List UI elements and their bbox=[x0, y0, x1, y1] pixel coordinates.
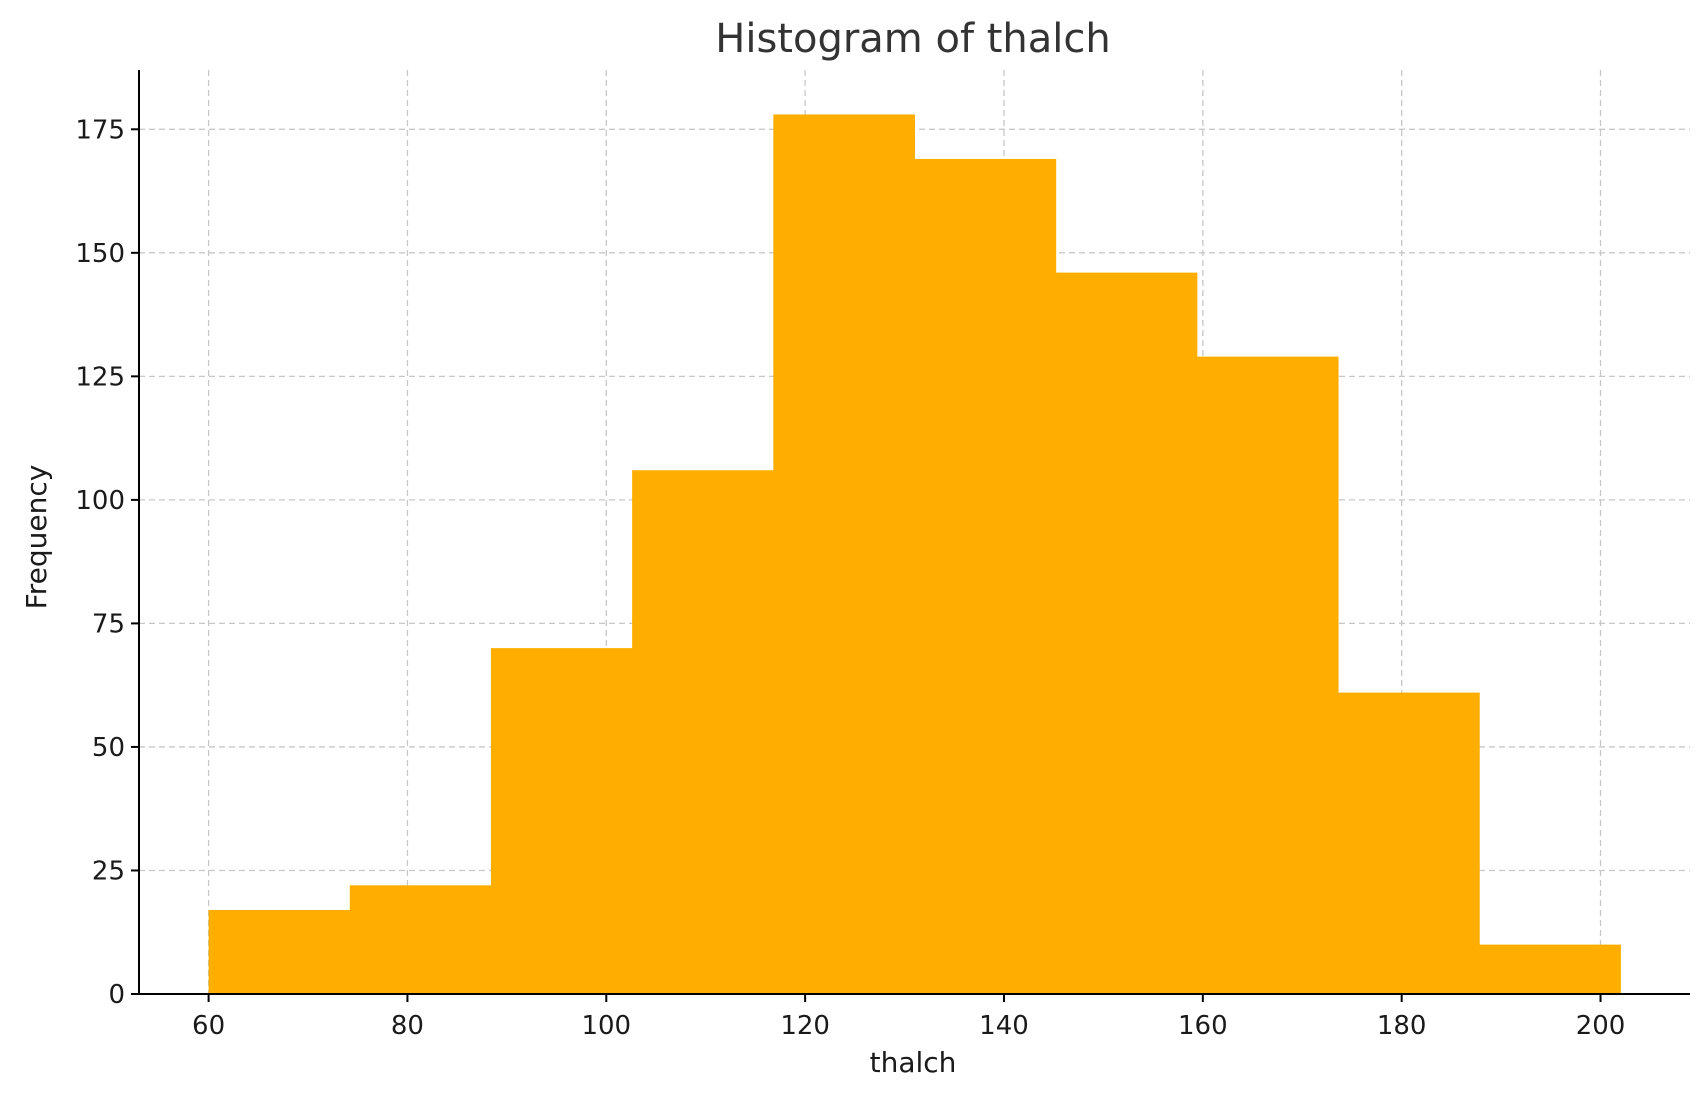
histogram-bar bbox=[1055, 272, 1198, 994]
y-tick-label: 100 bbox=[75, 486, 125, 516]
x-tick-label: 80 bbox=[391, 1011, 424, 1041]
x-tick-label: 60 bbox=[192, 1011, 225, 1041]
y-tick-label: 175 bbox=[75, 115, 125, 145]
x-axis-label: thalch bbox=[870, 1046, 957, 1079]
axes bbox=[138, 70, 1690, 995]
histogram-bar bbox=[208, 910, 351, 994]
histogram-bar bbox=[1479, 944, 1621, 994]
x-tick-label: 140 bbox=[979, 1011, 1029, 1041]
x-tick-label: 180 bbox=[1377, 1011, 1427, 1041]
histogram-bar bbox=[914, 158, 1057, 995]
histogram-bars bbox=[208, 114, 1621, 995]
histogram-bar bbox=[773, 114, 915, 995]
histogram-bar bbox=[1338, 692, 1480, 994]
x-ticks: 60 80 100 120 140 160 180 200 bbox=[192, 994, 1625, 1041]
y-tick-label: 50 bbox=[92, 733, 125, 763]
y-tick-label: 150 bbox=[75, 239, 125, 269]
y-ticks: 0 25 50 75 100 125 150 175 bbox=[75, 115, 139, 1010]
y-tick-label: 0 bbox=[108, 980, 125, 1010]
x-tick-label: 100 bbox=[581, 1011, 631, 1041]
y-axis-label: Frequency bbox=[20, 465, 53, 610]
histogram-bar bbox=[1196, 356, 1339, 994]
y-tick-label: 25 bbox=[92, 856, 125, 886]
chart-title: Histogram of thalch bbox=[715, 16, 1111, 62]
x-tick-label: 120 bbox=[780, 1011, 830, 1041]
y-tick-label: 75 bbox=[92, 609, 125, 639]
histogram-bar bbox=[632, 470, 774, 994]
histogram-bar bbox=[490, 648, 633, 994]
histogram-bar bbox=[349, 885, 492, 994]
x-tick-label: 200 bbox=[1576, 1011, 1626, 1041]
x-tick-label: 160 bbox=[1178, 1011, 1228, 1041]
y-tick-label: 125 bbox=[75, 362, 125, 392]
